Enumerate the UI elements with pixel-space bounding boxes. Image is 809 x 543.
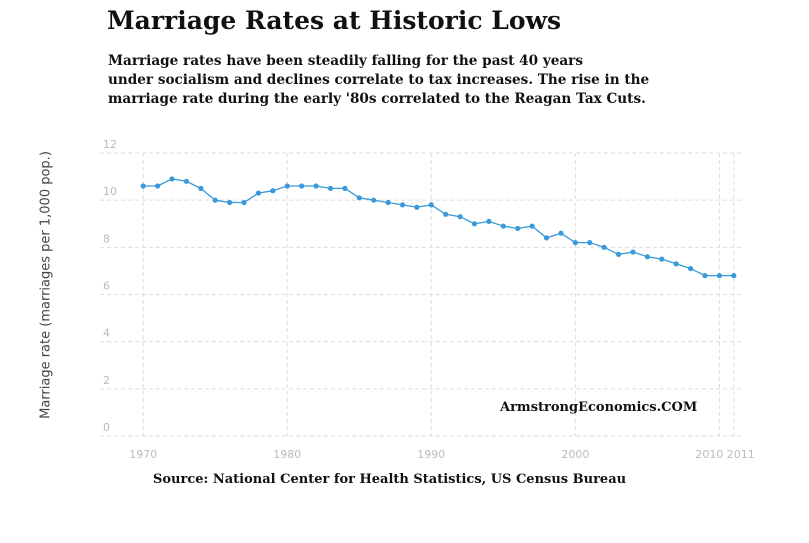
data-point xyxy=(327,185,334,191)
data-point xyxy=(227,199,233,206)
data-point xyxy=(255,190,262,196)
y-tick-label: 6 xyxy=(103,280,110,293)
data-point xyxy=(587,240,593,246)
watermark: ArmstrongEconomics.COM xyxy=(500,400,698,415)
y-tick-label: 10 xyxy=(103,185,117,198)
chart-title: Marriage Rates at Historic Lows xyxy=(107,6,562,35)
x-tick-label: 2011 xyxy=(727,448,755,461)
data-point xyxy=(313,183,319,189)
data-point xyxy=(644,254,650,260)
data-point xyxy=(601,244,607,250)
data-point xyxy=(428,202,434,208)
data-points xyxy=(140,176,737,279)
data-point xyxy=(140,183,146,189)
data-point xyxy=(342,185,348,191)
data-point xyxy=(356,195,362,201)
data-point xyxy=(702,273,708,279)
subtitle-line-3: marriage rate during the early '80s corr… xyxy=(108,91,646,107)
data-point xyxy=(385,199,391,206)
data-point xyxy=(183,178,190,184)
source-note: Source: National Center for Health Stati… xyxy=(153,472,627,487)
x-tick-label: 2010 xyxy=(695,448,723,461)
data-point xyxy=(500,223,506,229)
data-point xyxy=(716,273,722,279)
data-point xyxy=(673,261,679,267)
data-point xyxy=(299,183,305,189)
data-point xyxy=(241,199,247,206)
data-point xyxy=(212,197,218,203)
data-point xyxy=(471,221,478,227)
data-point xyxy=(615,251,622,258)
x-tick-label: 1980 xyxy=(273,448,301,461)
data-point xyxy=(270,188,276,194)
y-tick-label: 4 xyxy=(103,327,110,340)
data-point xyxy=(198,185,204,191)
subtitle-line-1: Marriage rates have been steadily fallin… xyxy=(108,53,583,69)
data-point xyxy=(414,204,420,210)
data-point xyxy=(558,230,564,236)
data-point xyxy=(457,214,463,220)
subtitle-line-2: under socialism and declines correlate t… xyxy=(108,72,650,88)
data-point xyxy=(543,235,550,241)
x-tick-label: 2000 xyxy=(561,448,589,461)
y-tick-label: 0 xyxy=(103,421,110,434)
x-tick-label: 1970 xyxy=(129,448,157,461)
axis-ticks: 0 2 4 6 8 10 12 1970 1980 1990 2000 2010 2011 xyxy=(103,138,755,461)
data-point xyxy=(572,240,578,246)
data-point xyxy=(399,202,406,208)
data-point xyxy=(443,211,449,217)
data-point xyxy=(486,218,492,224)
data-point xyxy=(371,197,377,203)
data-point xyxy=(687,265,694,272)
y-tick-label: 8 xyxy=(103,232,110,245)
data-point xyxy=(155,183,161,189)
x-tick-label: 1990 xyxy=(417,448,445,461)
y-tick-label: 2 xyxy=(103,374,110,387)
y-tick-label: 12 xyxy=(103,138,117,151)
data-point xyxy=(515,225,521,232)
data-point xyxy=(731,273,737,279)
data-point xyxy=(284,183,290,189)
data-point xyxy=(659,256,665,262)
data-point xyxy=(630,249,636,255)
series-line xyxy=(143,178,734,277)
chart-subtitle: Marriage rates have been steadily fallin… xyxy=(108,52,728,109)
y-axis-label: Marriage rate (marriages per 1,000 pop.) xyxy=(38,151,54,419)
chart-grid xyxy=(100,152,741,437)
data-point xyxy=(169,176,175,182)
data-point xyxy=(529,223,535,229)
